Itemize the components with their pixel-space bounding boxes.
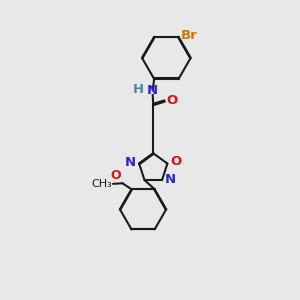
- Text: Br: Br: [181, 29, 198, 42]
- Text: O: O: [170, 155, 182, 168]
- Text: O: O: [167, 94, 178, 107]
- Text: O: O: [110, 169, 121, 182]
- Text: N: N: [147, 84, 158, 97]
- Text: CH₃: CH₃: [91, 179, 112, 189]
- Text: N: N: [125, 156, 136, 170]
- Text: H: H: [133, 82, 144, 96]
- Text: N: N: [165, 173, 176, 186]
